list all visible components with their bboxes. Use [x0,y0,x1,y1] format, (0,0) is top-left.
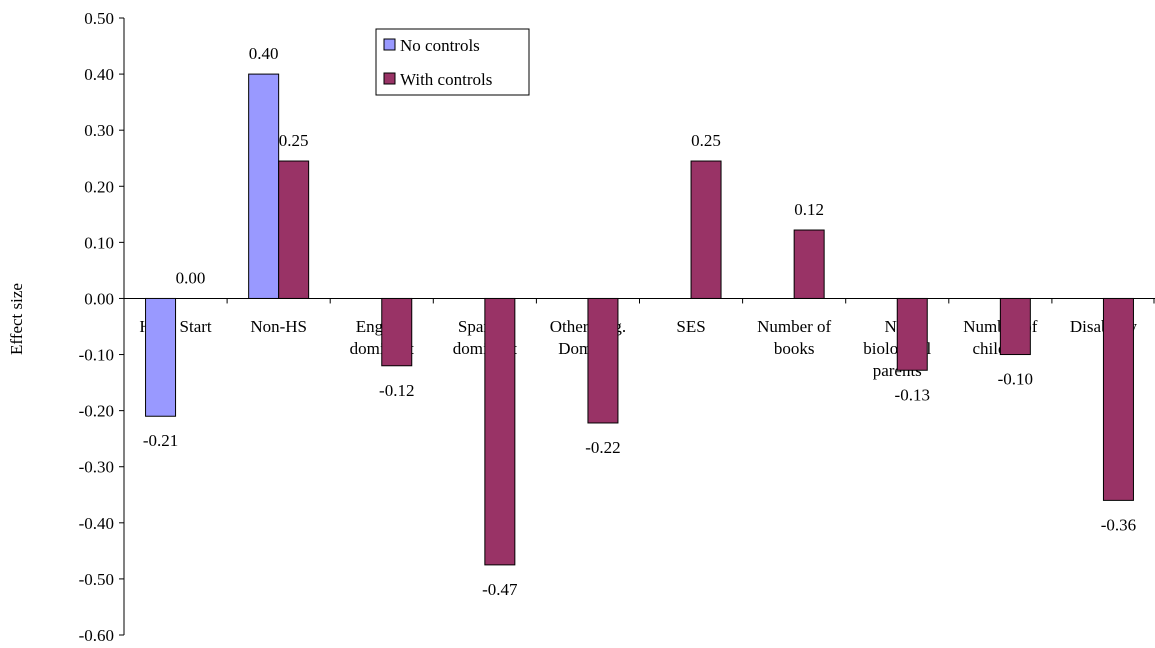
bar [248,73,280,299]
category-label: Number of [757,317,831,336]
bar [690,160,722,299]
bar [484,297,516,566]
bar [587,297,619,424]
data-labels: -0.21 0.40 0.00 0.25 -0.12 -0.47 -0.22 0.25 0.12… [143,44,1136,599]
category-label: SES [676,317,705,336]
bar [381,297,413,367]
y-axis: 0.50 0.40 0.30 0.20 0.10 0.00 -0.10 -0.20 -0.30 -… [79,9,125,645]
y-tick-label: 0.20 [84,177,114,196]
category-label: Non-HS [250,317,307,336]
legend-label-no-controls: No controls [400,36,480,55]
data-label: -0.10 [998,370,1033,389]
y-tick-label: -0.40 [79,514,114,533]
bars [145,73,1134,566]
y-tick-label: 0.30 [84,121,114,140]
legend: No controls With controls [375,28,530,96]
bar [999,297,1031,356]
bar [896,297,928,371]
category-label: books [774,339,815,358]
y-tick-label: -0.20 [79,402,114,421]
y-tick-label: 0.50 [84,9,114,28]
y-tick-label: -0.30 [79,458,114,477]
legend-box [375,28,530,96]
data-label: 0.25 [279,131,309,150]
data-label: 0.25 [691,131,721,150]
legend-swatch-with-controls [383,72,396,85]
data-label: 0.12 [794,200,824,219]
bar [793,229,825,299]
bar [278,160,310,299]
data-label: -0.13 [895,385,930,404]
data-label: -0.21 [143,431,178,450]
legend-label-with-controls: With controls [400,70,492,89]
data-label: 0.40 [249,44,279,63]
data-label: 0.00 [176,268,206,287]
bar [1102,297,1134,501]
data-label: -0.36 [1101,515,1136,534]
y-tick-label: 0.10 [84,233,114,252]
legend-swatch-no-controls [383,38,396,51]
data-label: -0.22 [585,438,620,457]
bar [145,297,177,417]
y-tick-label: 0.40 [84,65,114,84]
data-label: -0.47 [482,580,518,599]
y-tick-label: -0.60 [79,626,114,645]
y-tick-label: -0.50 [79,570,114,589]
data-label: -0.12 [379,381,414,400]
y-tick-label: 0.00 [84,289,114,308]
y-tick-label: -0.10 [79,346,114,365]
y-axis-title: Effect size [7,283,26,355]
